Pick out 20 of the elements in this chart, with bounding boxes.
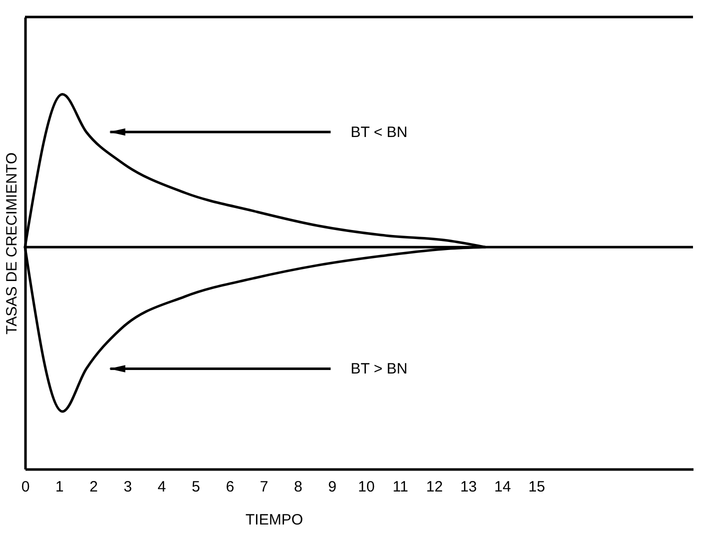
x-tick-label: 10 [358, 478, 375, 496]
y-axis-title: TASAS DE CRECIMIENTO [4, 152, 20, 334]
x-tick-label: 14 [494, 478, 511, 496]
x-tick-label: 13 [460, 478, 477, 496]
x-tick-label: 8 [294, 478, 302, 496]
x-tick-label: 0 [21, 478, 30, 496]
x-tick-label: 4 [158, 478, 166, 496]
x-tick-label: 7 [260, 478, 268, 496]
x-tick-label: 15 [528, 478, 546, 496]
x-axis-title: TIEMPO [246, 512, 304, 528]
x-tick-label: 5 [192, 478, 200, 496]
x-tick-label: 3 [124, 478, 132, 496]
x-tick-label: 1 [55, 478, 64, 496]
x-tick-label: 9 [328, 478, 336, 496]
x-tick-label: 11 [392, 478, 408, 496]
x-tick-label: 2 [89, 478, 98, 496]
x-tick-label: 12 [426, 478, 443, 496]
x-tick-label: 6 [226, 478, 234, 496]
annotation: BT < BN [350, 124, 408, 142]
annotation: BT > BN [350, 360, 408, 378]
